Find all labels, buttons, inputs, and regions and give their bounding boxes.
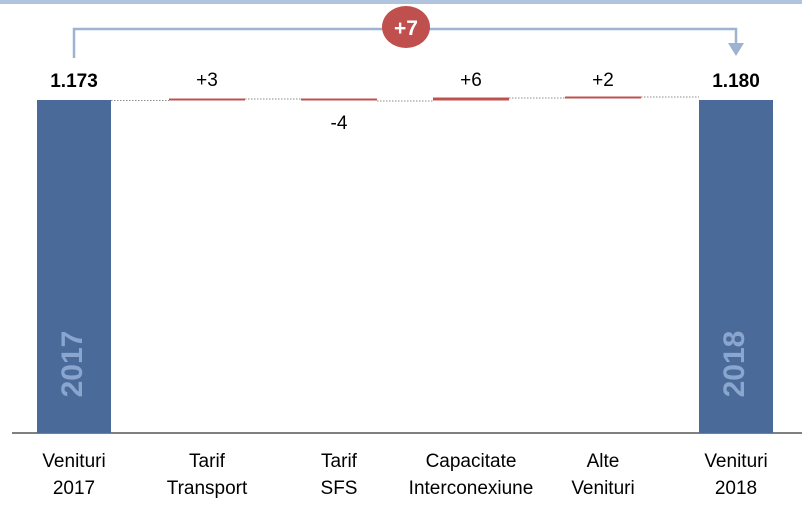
category-label-line: Alte [587,451,620,472]
delta-bar [301,98,377,101]
delta-bar [565,96,641,99]
category-label-line: Tarif [189,451,226,472]
category-label-line: Tarif [321,451,358,472]
value-label: +2 [592,70,614,91]
category-label: Tarif SFS [321,451,358,499]
value-label: -4 [331,113,348,134]
category-label: Tarif Transport [167,451,248,499]
category-label: Capacitate Interconexiune [409,451,534,499]
category-label: Venituri 2017 [42,451,105,499]
category-label-line: Venituri [704,451,767,472]
total-bar [37,100,111,433]
value-label: 1.173 [50,71,98,92]
category-label-line: Transport [167,478,248,499]
value-label: +3 [196,70,218,91]
bracket-arrowhead [728,43,744,56]
value-label: +6 [460,70,482,91]
category-label-line: 2018 [715,478,757,499]
top-rule [0,0,802,4]
bar-year-label: 2017 [56,331,89,398]
category-label-line: Venituri [571,478,634,499]
category-label-line: SFS [321,478,358,499]
delta-bar [433,97,509,101]
category-label: Venituri 2018 [704,451,767,499]
category-label-line: Venituri [42,451,105,472]
total-bar [699,100,773,433]
category-label: Alte Venituri [571,451,634,499]
delta-bar [169,98,245,101]
bar-year-label: 2018 [718,331,751,398]
value-label: 1.180 [712,71,760,92]
category-label-line: Capacitate [426,451,517,472]
category-label-line: 2017 [53,478,95,499]
total-change-label: +7 [394,17,418,40]
total-change-badge [382,6,430,48]
category-label-line: Interconexiune [409,478,534,499]
